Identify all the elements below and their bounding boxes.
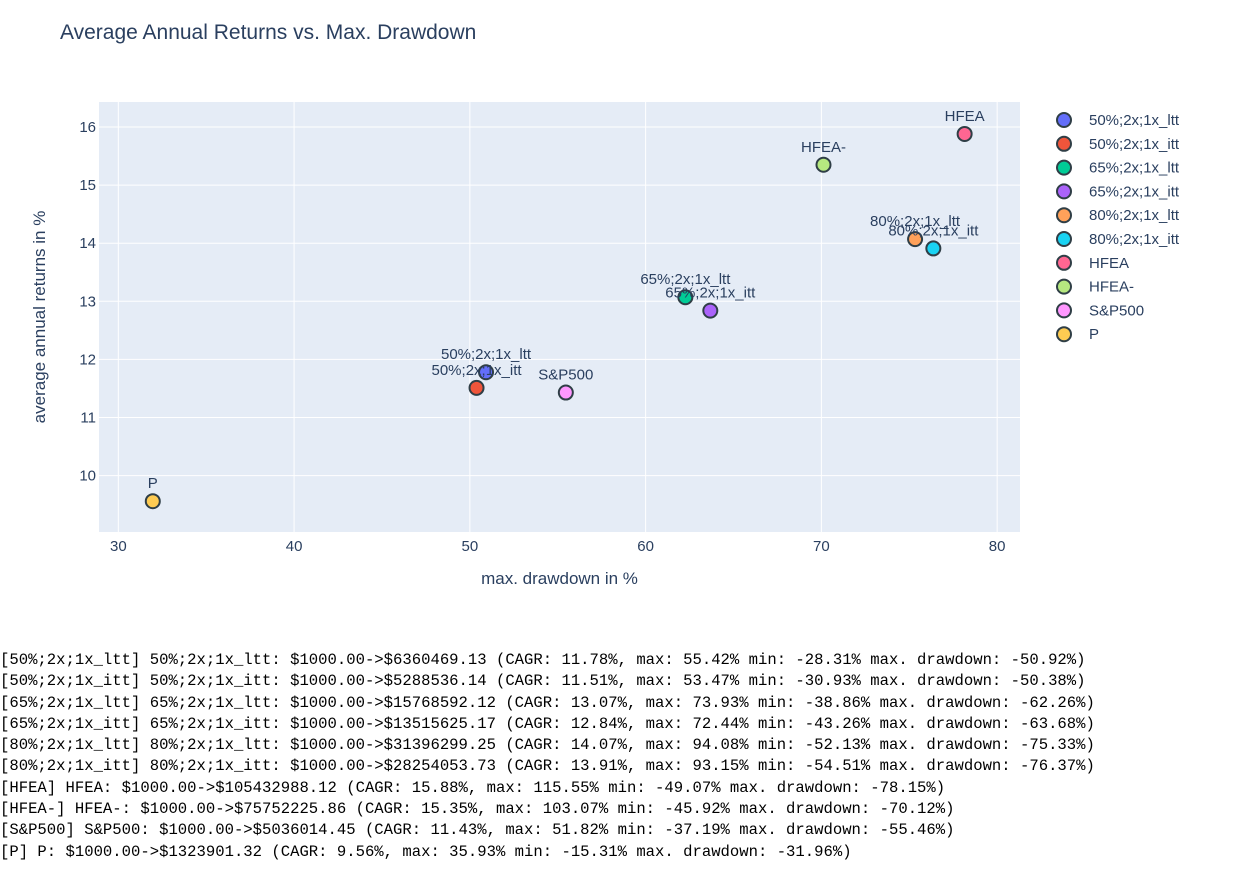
log-line: [50%;2x;1x_ltt] 50%;2x;1x_ltt: $1000.00-… [0,651,1086,669]
scatter-chart: Average Annual Returns vs. Max. Drawdown… [30,21,1180,588]
data-point[interactable] [956,125,973,142]
data-point[interactable] [815,156,832,173]
legend-item-label[interactable]: 65%;2x;1x_itt [1089,183,1180,200]
y-axis-ticks: 10 11 12 13 14 15 16 [79,119,96,485]
y-tick-label: 14 [79,235,96,252]
legend-marker[interactable] [1056,112,1072,128]
legend-marker[interactable] [1056,278,1072,295]
legend-marker[interactable] [1056,326,1072,343]
log-line: [65%;2x;1x_itt] 65%;2x;1x_itt: $1000.00-… [0,714,1095,733]
point-label: 65%;2x;1x_itt [665,285,756,302]
point-label: S&P500 [538,367,593,384]
legend-item-label[interactable]: 80%;2x;1x_ltt [1089,207,1180,224]
legend-item-label[interactable]: 50%;2x;1x_itt [1089,136,1180,153]
x-tick-label: 40 [286,538,303,555]
legend-marker[interactable] [1056,254,1072,271]
data-point[interactable] [907,231,924,248]
chart-title: Average Annual Returns vs. Max. Drawdown [60,21,476,44]
legend-item-label[interactable]: 80%;2x;1x_itt [1089,231,1180,248]
data-point[interactable] [702,302,719,319]
point-label: 80%;2x;1x_ltt [870,213,961,230]
y-axis-title: average annual returns in % [30,211,49,424]
x-tick-label: 50 [462,538,479,555]
data-point[interactable] [557,384,574,401]
point-label: 50%;2x;1x_itt [432,362,523,379]
y-tick-label: 13 [79,293,96,310]
x-tick-label: 80 [989,538,1006,555]
log-line: [50%;2x;1x_itt] 50%;2x;1x_itt: $1000.00-… [0,672,1086,691]
log-line: [80%;2x;1x_itt] 80%;2x;1x_itt: $1000.00-… [0,757,1095,776]
x-tick-label: 70 [813,538,830,555]
legend-item-label[interactable]: 65%;2x;1x_ltt [1089,160,1180,177]
y-tick-label: 16 [79,119,96,136]
plot-area [99,102,1020,532]
data-point[interactable] [677,289,694,306]
legend-item-label[interactable]: S&P500 [1089,302,1144,319]
grid-lines [99,102,1020,532]
legend-item-label[interactable]: HFEA- [1089,279,1134,296]
legend-marker[interactable] [1056,231,1072,247]
point-label: HFEA [945,108,985,125]
legend-marker[interactable] [1056,183,1072,200]
y-tick-label: 11 [80,410,96,427]
log-line: [S&P500] S&P500: $1000.00->$5036014.45 (… [0,821,955,840]
legend-item-label[interactable]: 50%;2x;1x_ltt [1089,112,1180,129]
y-tick-label: 10 [79,468,96,485]
x-axis-title: max. drawdown in % [481,569,638,588]
data-point[interactable] [478,364,495,381]
legend-marker[interactable] [1056,135,1072,152]
log-line: [HFEA-] HFEA-: $1000.00->$75752225.86 (C… [0,800,955,819]
point-label: HFEA- [801,139,846,156]
x-tick-label: 30 [110,538,127,555]
data-point[interactable] [144,493,161,510]
legend[interactable]: 50%;2x;1x_ltt 50%;2x;1x_itt 65%;2x;1x_ltt 6… [1056,112,1180,343]
x-axis-ticks: 30 40 50 60 70 80 [110,538,1006,555]
legend-item-label[interactable]: P [1089,326,1099,343]
y-tick-label: 12 [79,351,96,368]
legend-marker[interactable] [1056,207,1072,224]
data-point[interactable] [925,240,942,257]
log-line: [80%;2x;1x_ltt] 80%;2x;1x_ltt: $1000.00-… [0,736,1095,755]
log-line: [P] P: $1000.00->$1323901.32 (CAGR: 9.56… [0,842,852,861]
console-output: [50%;2x;1x_ltt] 50%;2x;1x_ltt: $1000.00-… [0,650,1095,863]
log-line: [HFEA] HFEA: $1000.00->$105432988.12 (CA… [0,778,946,797]
y-tick-label: 15 [79,177,96,194]
legend-marker[interactable] [1056,159,1072,176]
point-label: 50%;2x;1x_ltt [441,346,532,363]
legend-marker[interactable] [1056,302,1072,319]
point-label: 80%;2x;1x_itt [888,222,979,239]
x-tick-label: 60 [637,538,654,555]
point-label: 65%;2x;1x_ltt [640,271,731,288]
data-point[interactable] [468,379,485,396]
data-points [144,125,973,510]
legend-item-label[interactable]: HFEA [1089,255,1129,272]
point-label: P [148,475,158,492]
log-line: [65%;2x;1x_ltt] 65%;2x;1x_ltt: $1000.00-… [0,693,1095,712]
